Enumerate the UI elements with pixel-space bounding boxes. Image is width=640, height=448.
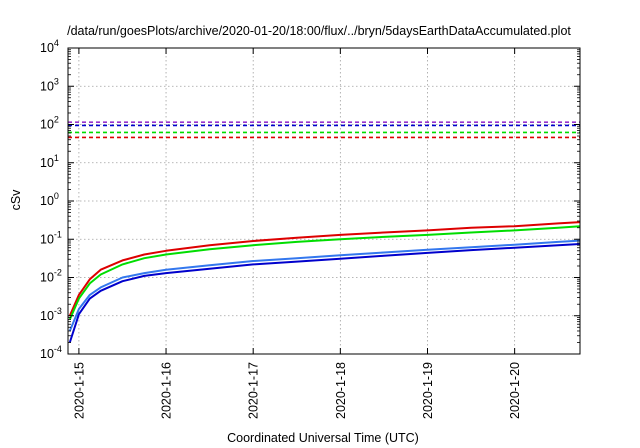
x-tick-label: 2020-1-16 <box>160 362 174 419</box>
series-layer <box>68 121 581 343</box>
tick-layer: 10-4 10-3 10-2 10-1 100 101 102 103 104 2020-1-15… <box>40 38 580 419</box>
x-tick-label: 2020-1-15 <box>72 362 86 419</box>
series-line <box>68 221 581 317</box>
x-tick-label: 2020-1-19 <box>421 362 435 419</box>
chart-title: /data/run/goesPlots/archive/2020-01-20/1… <box>67 24 571 38</box>
y-tick-label: 10-3 <box>40 306 62 323</box>
series-line <box>68 239 581 332</box>
x-axis-label: Coordinated Universal Time (UTC) <box>227 431 419 445</box>
grid-layer <box>68 48 580 354</box>
series-line <box>68 243 581 343</box>
y-tick-label: 100 <box>40 191 59 208</box>
y-tick-label: 104 <box>40 38 59 55</box>
y-tick-label: 10-4 <box>40 344 62 361</box>
y-tick-label: 102 <box>40 115 59 132</box>
x-tick-label: 2020-1-17 <box>247 362 261 419</box>
y-axis-label: cSv <box>9 189 23 211</box>
x-tick-label: 2020-1-18 <box>334 362 348 419</box>
y-tick-label: 101 <box>40 153 59 170</box>
y-tick-label: 10-2 <box>40 268 62 285</box>
y-tick-label: 103 <box>40 76 59 93</box>
y-tick-label: 10-1 <box>40 229 62 246</box>
x-tick-label: 2020-1-20 <box>508 362 522 419</box>
series-line <box>68 225 581 320</box>
